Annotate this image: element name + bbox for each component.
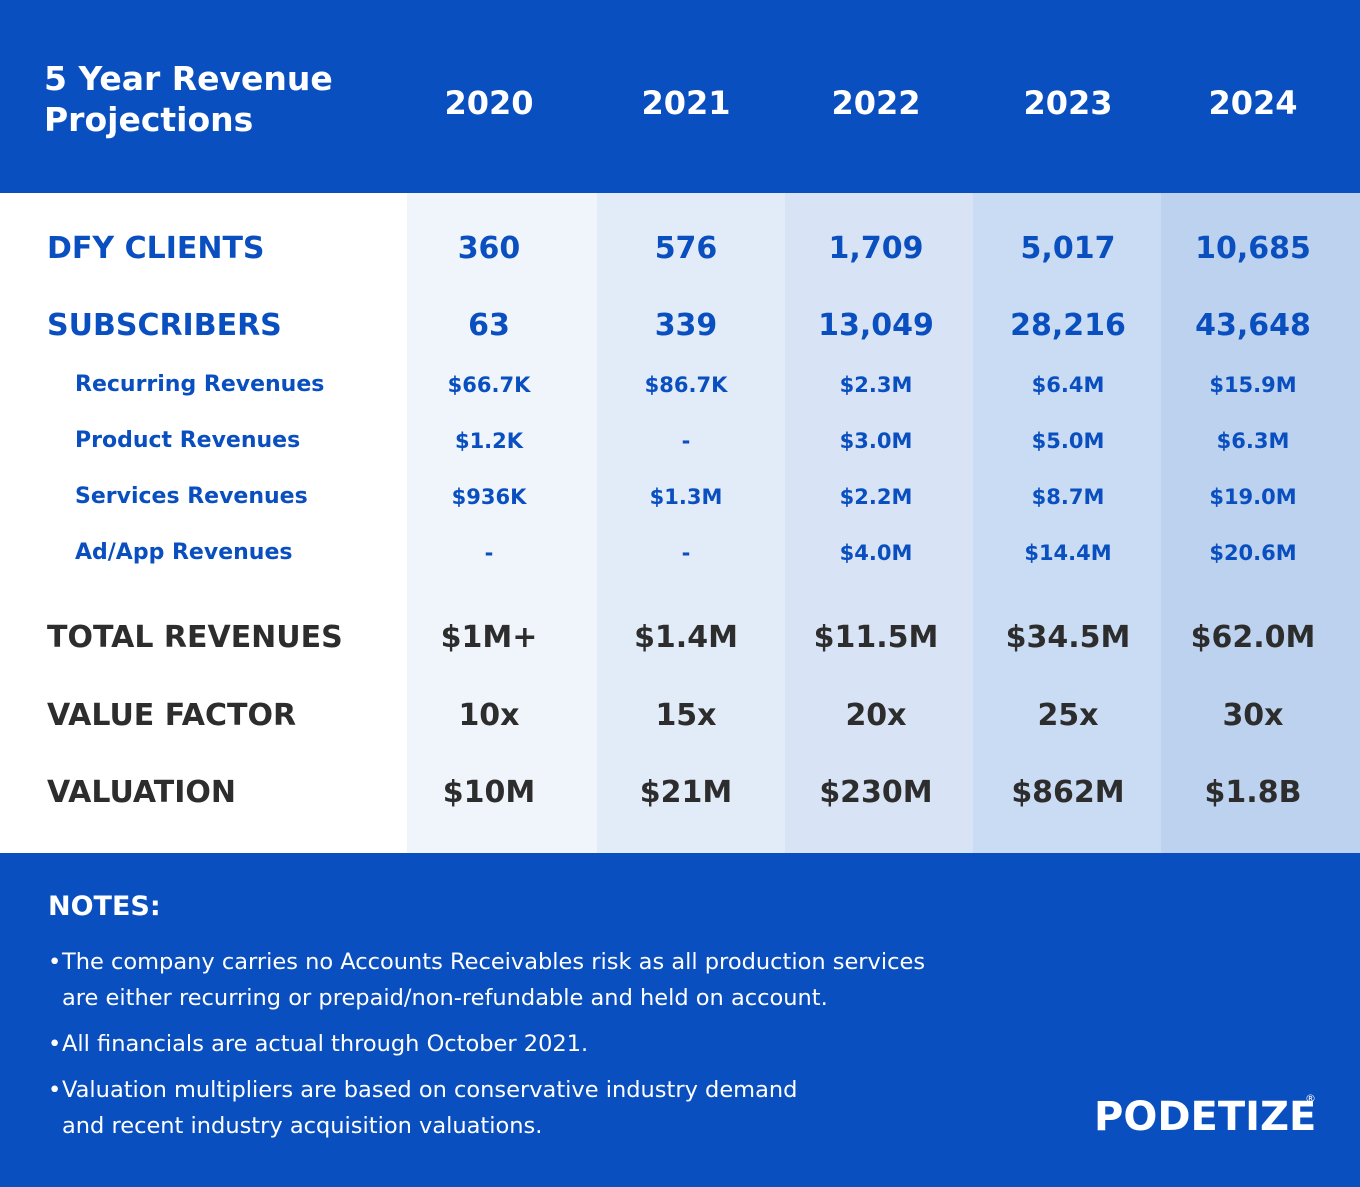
table-cell: $14.4M: [1024, 541, 1112, 565]
note-text: The company carries no Accounts Receivab…: [62, 949, 926, 975]
table-cell: $862M: [1011, 775, 1125, 810]
row-label-subscribers: SUBSCRIBERS: [47, 308, 282, 343]
year-header: 2020: [444, 84, 534, 122]
table-cell: $62.0M: [1190, 620, 1316, 655]
table-cell: 43,648: [1195, 308, 1311, 343]
table-cell: 5,017: [1020, 231, 1116, 266]
note-text: are either recurring or prepaid/non-refu…: [62, 985, 828, 1011]
table-cell: 1,709: [828, 231, 924, 266]
column-background: [597, 193, 785, 853]
table-cell: $4.0M: [839, 541, 913, 565]
row-label-dfy-clients: DFY CLIENTS: [47, 231, 265, 266]
title-line-2: Projections: [44, 100, 254, 139]
table-cell: 15x: [655, 698, 717, 733]
table-cell: 63: [468, 308, 510, 343]
year-header: 2024: [1208, 84, 1298, 122]
note-text: Valuation multipliers are based on conse…: [62, 1077, 798, 1103]
table-cell: -: [681, 541, 691, 565]
row-label-ad-app-revenues: Ad/App Revenues: [75, 540, 293, 565]
column-background: [1161, 193, 1360, 853]
year-header: 2021: [641, 84, 731, 122]
note-item: •Valuation multipliers are based on cons…: [48, 1072, 797, 1144]
row-label-value-factor: VALUE FACTOR: [47, 698, 297, 733]
row-label-valuation: VALUATION: [47, 775, 237, 810]
podetize-logo: PODETIZE: [1094, 1094, 1317, 1140]
table-cell: $8.7M: [1031, 485, 1105, 509]
title-line-1: 5 Year Revenue: [44, 59, 333, 98]
table-cell: $86.7K: [644, 373, 728, 397]
row-label-recurring-revenues: Recurring Revenues: [75, 372, 325, 397]
registered-mark: ®: [1305, 1092, 1316, 1105]
table-cell: $2.2M: [839, 485, 913, 509]
table-cell: $34.5M: [1005, 620, 1131, 655]
table-cell: $1.4M: [634, 620, 738, 655]
row-label-services-revenues: Services Revenues: [75, 484, 308, 509]
note-item: •The company carries no Accounts Receiva…: [48, 944, 925, 1016]
table-header: [0, 0, 1360, 193]
table-cell: $3.0M: [839, 429, 913, 453]
table-cell: $5.0M: [1031, 429, 1105, 453]
table-cell: -: [484, 541, 494, 565]
table-cell: $6.4M: [1031, 373, 1105, 397]
table-cell: 30x: [1222, 698, 1284, 733]
note-text: and recent industry acquisition valuatio…: [62, 1113, 543, 1139]
table-cell: $15.9M: [1209, 373, 1297, 397]
table-cell: 10,685: [1195, 231, 1311, 266]
table-cell: 20x: [845, 698, 907, 733]
notes-title: NOTES:: [48, 891, 161, 922]
table-cell: $6.3M: [1216, 429, 1290, 453]
table-cell: 10x: [458, 698, 520, 733]
row-label-total-revenues: TOTAL REVENUES: [47, 620, 343, 655]
note-text: All financials are actual through Octobe…: [62, 1031, 589, 1057]
year-header: 2022: [831, 84, 921, 122]
table-cell: $1.2K: [454, 429, 524, 453]
table-cell: $2.3M: [839, 373, 913, 397]
table-cell: $66.7K: [447, 373, 531, 397]
year-header: 2023: [1023, 84, 1113, 122]
table-cell: $1M+: [440, 620, 538, 655]
table-cell: $11.5M: [813, 620, 939, 655]
table-cell: 28,216: [1010, 308, 1126, 343]
column-background: [785, 193, 973, 853]
bullet-icon: •: [48, 1031, 62, 1057]
table-cell: -: [681, 429, 691, 453]
table-cell: 25x: [1037, 698, 1099, 733]
table-cell: $1.8B: [1204, 775, 1302, 810]
table-cell: $10M: [442, 775, 536, 810]
page-title: 5 Year Revenue Projections: [44, 58, 404, 140]
table-cell: 13,049: [818, 308, 934, 343]
table-cell: 576: [654, 231, 718, 266]
column-background: [407, 193, 597, 853]
table-cell: $230M: [819, 775, 933, 810]
table-cell: 339: [654, 308, 718, 343]
table-cell: $936K: [451, 485, 527, 509]
bullet-icon: •: [48, 1077, 62, 1103]
bullet-icon: •: [48, 949, 62, 975]
notes-panel: [0, 853, 1360, 1187]
column-background: [973, 193, 1161, 853]
table-cell: 360: [457, 231, 521, 266]
row-label-product-revenues: Product Revenues: [75, 428, 301, 453]
note-item: •All financials are actual through Octob…: [48, 1026, 588, 1062]
table-cell: $21M: [639, 775, 733, 810]
table-cell: $19.0M: [1209, 485, 1297, 509]
table-cell: $20.6M: [1209, 541, 1297, 565]
table-cell: $1.3M: [649, 485, 723, 509]
